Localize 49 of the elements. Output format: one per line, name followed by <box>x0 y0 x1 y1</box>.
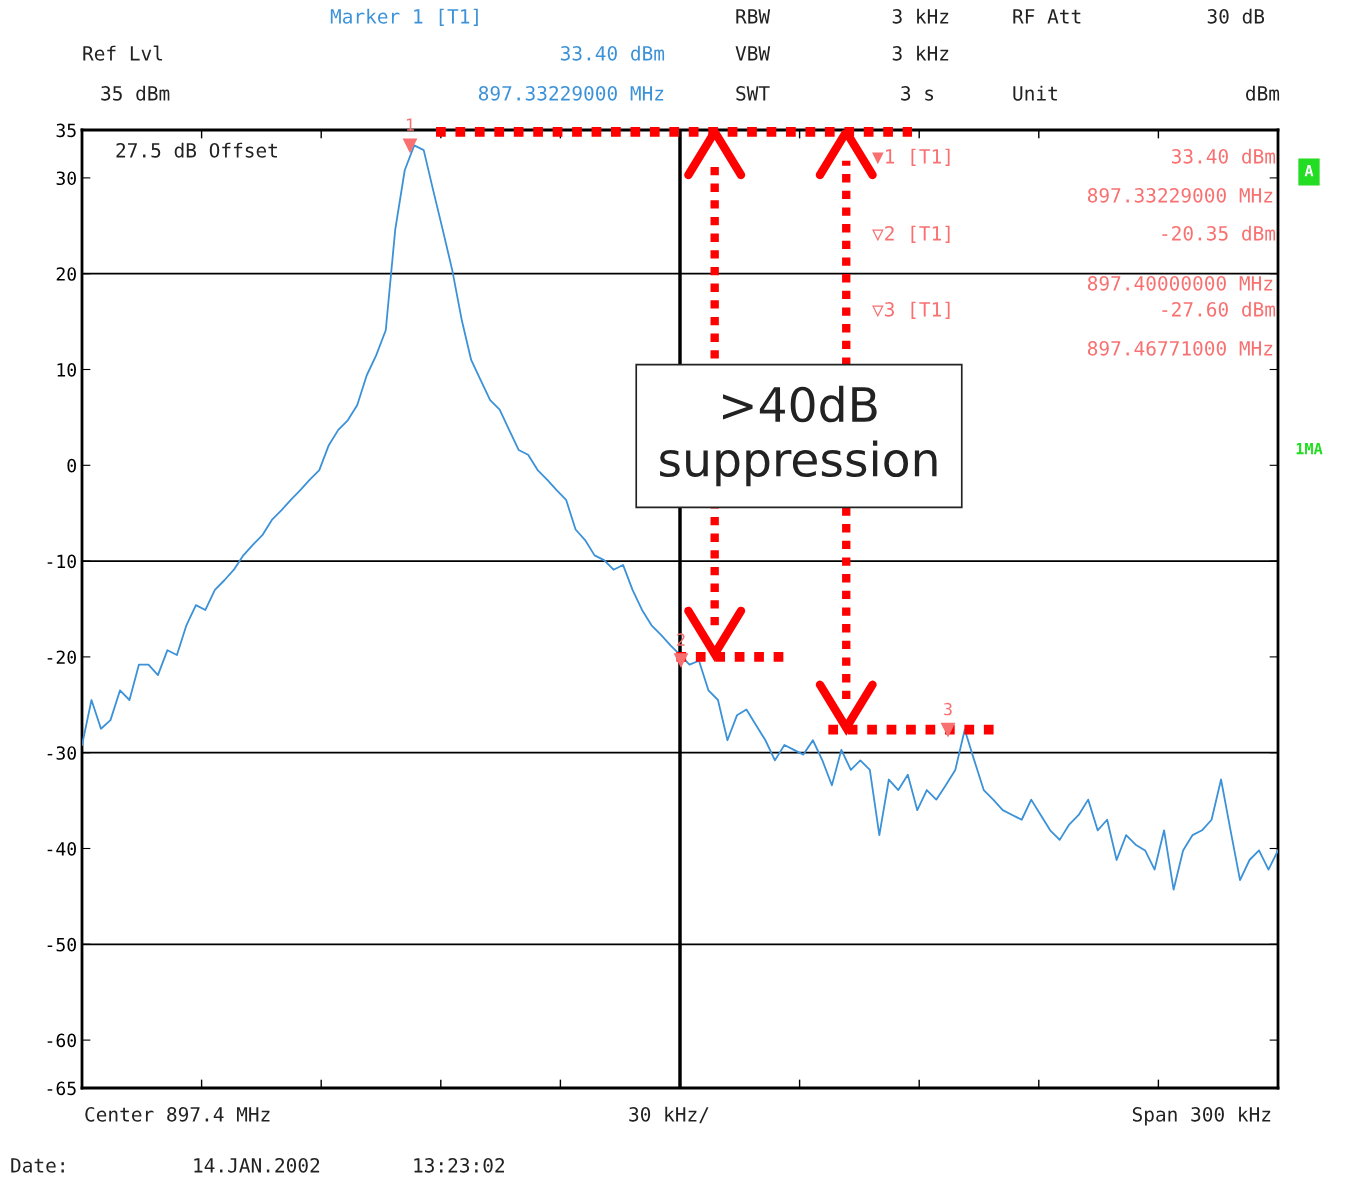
annotation: 897.40000000 MHz <box>1087 275 1273 291</box>
text: 30 dB <box>1207 8 1265 24</box>
text: Marker 1 [T1] <box>330 8 478 26</box>
y-tick-label: 0 <box>67 458 76 473</box>
y-tick-label: -65 <box>47 1081 76 1096</box>
text: 3 kHz <box>892 45 949 61</box>
text: 1MA <box>1296 443 1323 455</box>
y-tick-label: -50 <box>47 937 76 952</box>
y-tick-label: -30 <box>47 746 76 760</box>
text: 35 dBm <box>101 85 170 101</box>
y-tick-label: -60 <box>47 1033 76 1048</box>
text: 30 kHz/ <box>629 1106 709 1124</box>
y-tick-label: -40 <box>47 842 76 856</box>
text: dBm <box>1246 85 1280 101</box>
text: Center 897.4 MHz <box>85 1106 270 1122</box>
text: Date: <box>11 1158 64 1173</box>
annotation: 3 <box>944 702 952 716</box>
y-tick-label: 30 <box>56 171 76 186</box>
text: Unit <box>1013 85 1057 101</box>
annotation: -20.35 dBm <box>1162 225 1276 241</box>
annotation: 27.5 dB Offset <box>116 142 277 158</box>
text: RBW <box>736 9 771 24</box>
annotation: ▼1 [T1] <box>872 148 950 166</box>
text: 3 kHz <box>892 8 949 24</box>
annotation: 897.46771000 MHz <box>1087 340 1273 356</box>
text: 13:23:02 <box>414 1157 504 1173</box>
text: A <box>1304 165 1314 177</box>
text: Ref Lvl <box>83 45 163 61</box>
annotation: >40dB suppression <box>660 385 937 487</box>
text: VBW <box>735 46 771 61</box>
y-tick-label: -10 <box>47 554 76 569</box>
y-tick-label: 20 <box>56 267 76 281</box>
text: 33.40 dBm <box>560 45 665 61</box>
y-tick-label: -20 <box>47 650 76 665</box>
text: 14.JAN.2002 <box>194 1157 320 1173</box>
annotation: ▽3 [T1] <box>872 301 950 319</box>
text: 897.33229000 MHz <box>478 85 664 101</box>
annotation: 897.33229000 MHz <box>1087 187 1273 203</box>
text: RF Att <box>1013 9 1081 24</box>
annotation: 1 <box>406 118 414 131</box>
y-tick-label: 10 <box>57 363 76 377</box>
text: Span 300 kHz <box>1132 1106 1271 1126</box>
annotation: ▽2 [T1] <box>872 225 950 243</box>
text: SWT <box>736 85 770 101</box>
text: 3 s <box>901 85 934 101</box>
annotation: -27.60 dBm <box>1162 301 1276 317</box>
annotation: 2 <box>677 633 685 646</box>
annotation: 33.40 dBm <box>1171 148 1276 164</box>
y-tick-label: 35 <box>56 123 76 138</box>
